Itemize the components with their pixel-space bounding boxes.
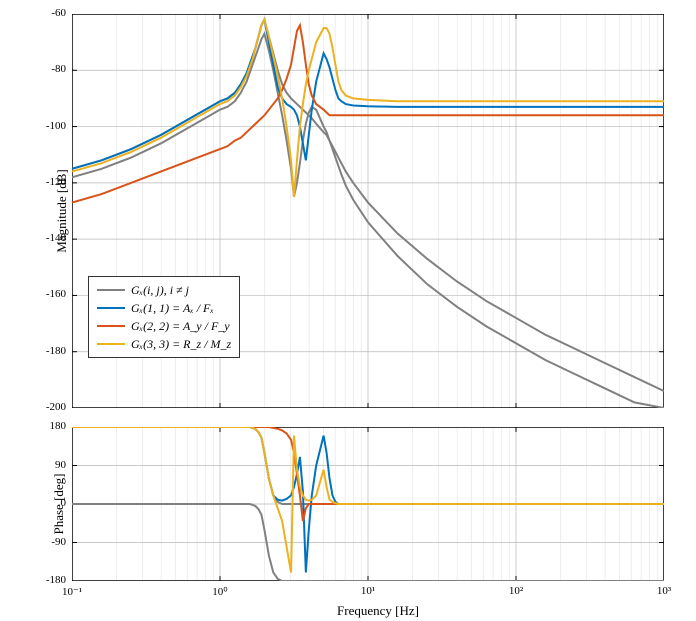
- frequency-xtick: 10²: [502, 585, 530, 597]
- phase-plot: [72, 427, 664, 581]
- magnitude-ytick: -120: [26, 176, 66, 188]
- magnitude-ytick: -200: [26, 401, 66, 413]
- legend-label: Gₓ(1, 1) = Aₓ / Fₓ: [131, 301, 214, 316]
- frequency-xtick: 10⁻¹: [58, 585, 86, 598]
- magnitude-ytick: -80: [26, 63, 66, 75]
- legend-entry: Gₓ(i, j), i ≠ j: [97, 281, 231, 299]
- frequency-xtick: 10³: [650, 585, 678, 597]
- magnitude-ytick: -100: [26, 120, 66, 132]
- legend-swatch: [97, 343, 125, 345]
- magnitude-ytick: -180: [26, 345, 66, 357]
- legend-box: Gₓ(i, j), i ≠ j Gₓ(1, 1) = Aₓ / Fₓ Gₓ(2, 2…: [88, 276, 240, 358]
- frequency-xtick: 10⁰: [206, 585, 234, 598]
- magnitude-ytick: -60: [26, 7, 66, 19]
- legend-swatch: [97, 307, 125, 309]
- legend-label: Gₓ(2, 2) = A_y / F_y: [131, 319, 230, 334]
- phase-ytick: -90: [26, 536, 66, 548]
- legend-entry: Gₓ(2, 2) = A_y / F_y: [97, 317, 231, 335]
- legend-entry: Gₓ(1, 1) = Aₓ / Fₓ: [97, 299, 231, 317]
- phase-ytick: 90: [26, 459, 66, 471]
- magnitude-ytick: -140: [26, 232, 66, 244]
- legend-label: Gₓ(3, 3) = R_z / M_z: [131, 337, 231, 352]
- frequency-xlabel: Frequency [Hz]: [318, 603, 438, 619]
- magnitude-ytick: -160: [26, 288, 66, 300]
- legend-swatch: [97, 289, 125, 291]
- phase-ytick: 0: [26, 497, 66, 509]
- legend-entry: Gₓ(3, 3) = R_z / M_z: [97, 335, 231, 353]
- legend-swatch: [97, 325, 125, 327]
- frequency-xtick: 10¹: [354, 585, 382, 597]
- phase-ytick: 180: [26, 420, 66, 432]
- legend-label: Gₓ(i, j), i ≠ j: [131, 283, 189, 298]
